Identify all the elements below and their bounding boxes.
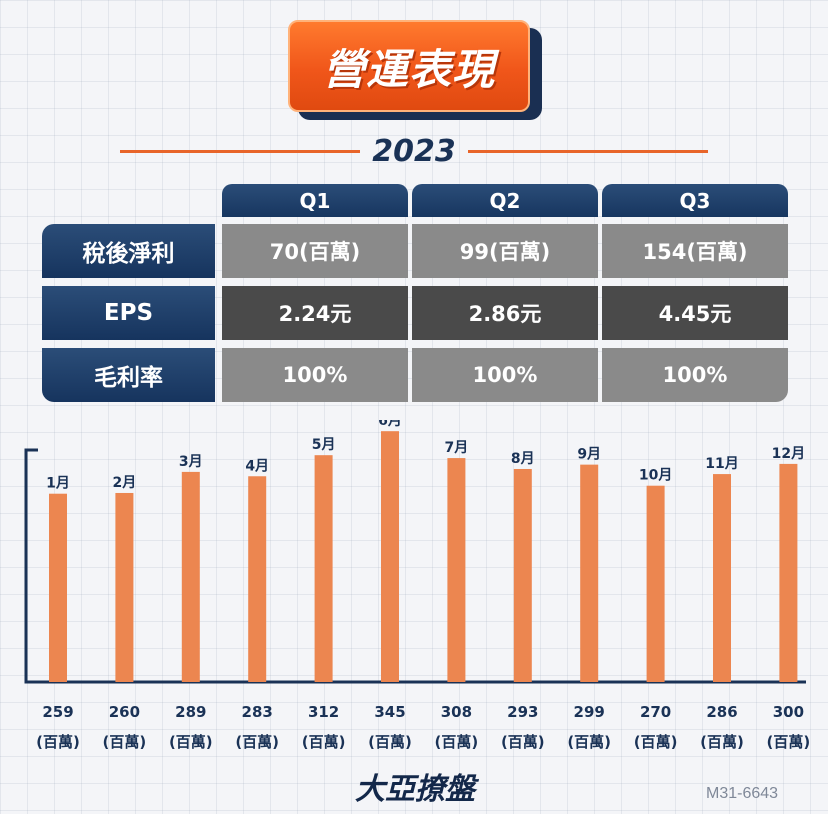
year-label: 2023 (372, 134, 456, 169)
row-label-eps: EPS (42, 286, 215, 340)
value-label-4: 283 (241, 703, 273, 721)
value-label-9: 299 (573, 703, 605, 721)
cell-gross-margin-q3: 100% (602, 348, 788, 402)
unit-label-8: (百萬) (500, 733, 545, 751)
unit-label-1: (百萬) (36, 733, 80, 751)
value-label-1: 259 (42, 703, 74, 721)
bar-6 (381, 431, 399, 682)
value-label-8: 293 (507, 703, 539, 721)
quarter-header-q2: Q2 (412, 184, 598, 217)
month-label-7: 7月 (445, 440, 469, 456)
value-label-11: 286 (706, 703, 738, 721)
month-label-12: 12月 (772, 446, 805, 462)
month-label-1: 1月 (46, 476, 70, 492)
monthly-revenue-chart: 1月 2月 3月 4月 5月 6月 7月 8月 9月 10月 11月 12月 (24, 420, 806, 684)
bar-8 (513, 468, 532, 682)
value-label-10: 270 (639, 703, 672, 721)
quarter-header-q1: Q1 (222, 184, 408, 217)
unit-label-3: (百萬) (168, 733, 213, 751)
unit-label-4: (百萬) (235, 733, 280, 751)
year-divider-right (468, 150, 708, 153)
bar-1 (49, 493, 67, 682)
month-label-6: 6月 (378, 420, 402, 429)
unit-label-9: (百萬) (567, 733, 612, 751)
bar-2 (115, 492, 134, 682)
unit-label-12: (百萬) (766, 733, 811, 751)
value-label-5: 312 (307, 703, 340, 721)
unit-label-7: (百萬) (434, 733, 479, 751)
cell-net-income-q1: 70(百萬) (222, 224, 408, 278)
cell-net-income-q3: 154(百萬) (602, 224, 788, 278)
title-banner: 營運表現 (288, 20, 530, 112)
bar-5 (314, 455, 333, 682)
unit-label-11: (百萬) (700, 733, 744, 751)
value-label-12: 300 (772, 703, 805, 721)
unit-label-10: (百萬) (633, 733, 678, 751)
bar-11 (713, 474, 731, 682)
bar-3 (181, 471, 200, 682)
month-label-5: 5月 (312, 437, 336, 453)
cell-eps-q2: 2.86元 (412, 286, 598, 340)
unit-label-5: (百萬) (301, 733, 346, 751)
row-label-net-income: 稅後淨利 (42, 224, 215, 278)
month-label-4: 4月 (245, 458, 269, 474)
cell-eps-q1: 2.24元 (222, 286, 408, 340)
bar-4 (248, 476, 267, 682)
document-code: M31-6643 (706, 785, 779, 802)
brand-logo: 大亞撩盤 (355, 772, 475, 807)
unit-label-6: (百萬) (368, 733, 412, 751)
month-label-10: 10月 (639, 468, 672, 484)
value-label-6: 345 (374, 703, 406, 721)
row-label-gross-margin: 毛利率 (42, 348, 215, 402)
value-label-3: 289 (175, 703, 207, 721)
chart-axis (24, 448, 806, 684)
month-label-9: 9月 (577, 447, 601, 463)
month-label-11: 11月 (705, 456, 738, 472)
bar-7 (447, 458, 466, 682)
bar-12 (779, 463, 798, 682)
cell-eps-q3: 4.45元 (602, 286, 788, 340)
value-label-2: 260 (108, 703, 141, 721)
month-label-2: 2月 (113, 475, 137, 491)
month-label-3: 3月 (179, 454, 203, 470)
bar-9 (580, 464, 599, 682)
value-label-7: 308 (440, 703, 473, 721)
cell-gross-margin-q2: 100% (412, 348, 598, 402)
month-label-8: 8月 (511, 451, 535, 467)
cell-net-income-q2: 99(百萬) (412, 224, 598, 278)
year-divider-left (120, 150, 360, 153)
cell-gross-margin-q1: 100% (222, 348, 408, 402)
quarter-header-q3: Q3 (602, 184, 788, 217)
bar-10 (646, 485, 665, 682)
unit-label-2: (百萬) (102, 733, 147, 751)
page-title: 營運表現 (322, 44, 495, 94)
